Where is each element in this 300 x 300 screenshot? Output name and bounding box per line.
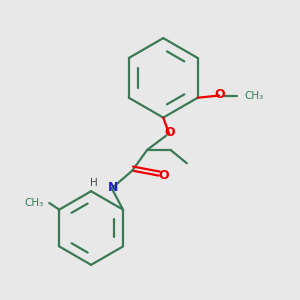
Text: O: O [164,126,175,140]
Text: CH₃: CH₃ [245,91,264,100]
Text: H: H [90,178,97,188]
Text: CH₃: CH₃ [25,198,44,208]
Text: O: O [158,169,169,182]
Text: N: N [108,181,119,194]
Text: O: O [214,88,224,101]
